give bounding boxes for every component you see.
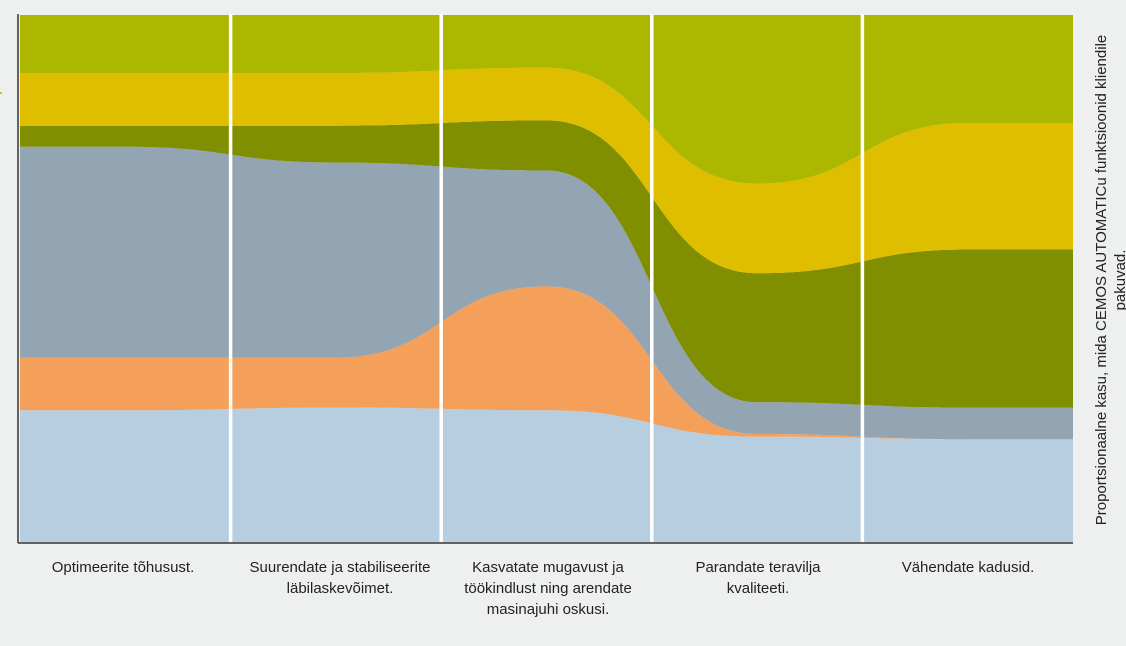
category-dividers	[228, 14, 865, 542]
category-label-1: Optimeerite tõhusust.	[51, 559, 195, 576]
y-axis-label: Proportsionaalne kasu, mida CEMOS AUTOMA…	[1093, 34, 1126, 526]
area-series-5	[20, 67, 1073, 274]
area-series-3	[20, 146, 1073, 440]
area-series-2	[20, 286, 1073, 440]
area-series-6	[20, 15, 1073, 184]
category-label-3: Kasvatate mugavust ja töökindlust ning a…	[464, 559, 632, 618]
area-layers	[20, 15, 1073, 542]
area-series-1	[20, 407, 1073, 542]
area-series-4	[20, 120, 1073, 408]
category-label-4: Parandate teravilja kvaliteeti.	[695, 559, 821, 597]
category-label-2: Suurendate ja stabiliseerite läbilaskevõ…	[249, 559, 431, 597]
category-label-5: Vähendate kadusid.	[901, 559, 1035, 576]
